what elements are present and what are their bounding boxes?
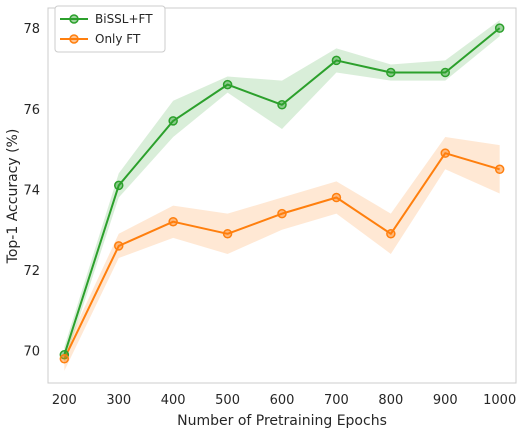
x-tick-label: 1000 xyxy=(483,393,516,408)
series-1-point xyxy=(277,100,287,110)
series-2-line xyxy=(63,152,500,360)
series-2-point xyxy=(494,164,505,175)
series-2-point xyxy=(277,208,287,219)
y-tick-label: 78 xyxy=(23,22,40,37)
x-tick-label: 700 xyxy=(324,393,349,408)
series-1-point xyxy=(494,23,505,33)
x-tick-label: 200 xyxy=(52,393,77,408)
series-2-point xyxy=(168,216,178,227)
series-1-point xyxy=(168,116,178,126)
x-tick-label: 300 xyxy=(106,393,131,408)
series-1-line xyxy=(63,27,501,356)
legend-marker xyxy=(69,14,79,24)
series-2-point xyxy=(59,354,70,364)
series-lines xyxy=(63,27,501,360)
series-markers xyxy=(59,23,505,364)
legend-label: Only FT xyxy=(95,32,141,46)
legend-box xyxy=(54,5,166,53)
x-axis-label: Number of Pretraining Epochs xyxy=(177,413,387,429)
legend: BiSSL+FT Only FT xyxy=(54,5,166,53)
x-tick-label: 400 xyxy=(161,393,186,408)
x-tick-label: 800 xyxy=(378,393,403,408)
x-axis-ticks: 200 300 400 500 600 700 800 900 1000 xyxy=(52,393,516,408)
series-1-band xyxy=(64,20,500,363)
y-tick-label: 72 xyxy=(23,264,40,279)
y-axis-label: Top-1 Accuracy (%) xyxy=(5,129,21,265)
series-1-point xyxy=(386,67,396,78)
series-2-point xyxy=(113,241,124,251)
x-tick-label: 600 xyxy=(270,393,295,408)
y-tick-label: 74 xyxy=(23,183,40,198)
y-tick-label: 76 xyxy=(23,103,40,118)
series-2-point xyxy=(222,229,233,239)
y-axis-ticks: 70 72 74 76 78 xyxy=(23,22,40,360)
series-1-point xyxy=(222,79,233,90)
x-tick-label: 500 xyxy=(215,393,240,408)
series-1-point xyxy=(331,55,342,66)
legend-label: BiSSL+FT xyxy=(95,12,153,26)
y-tick-label: 70 xyxy=(23,345,40,360)
series-2-point xyxy=(386,229,396,239)
x-tick-label: 900 xyxy=(433,393,458,408)
series-2-point xyxy=(331,192,342,203)
confidence-bands xyxy=(64,20,500,371)
series-2-point xyxy=(440,148,451,158)
plot-frame xyxy=(47,7,517,384)
series-1-point xyxy=(440,67,451,78)
legend-marker xyxy=(69,34,79,44)
series-1-point xyxy=(113,180,124,191)
series-2-band xyxy=(64,137,500,371)
